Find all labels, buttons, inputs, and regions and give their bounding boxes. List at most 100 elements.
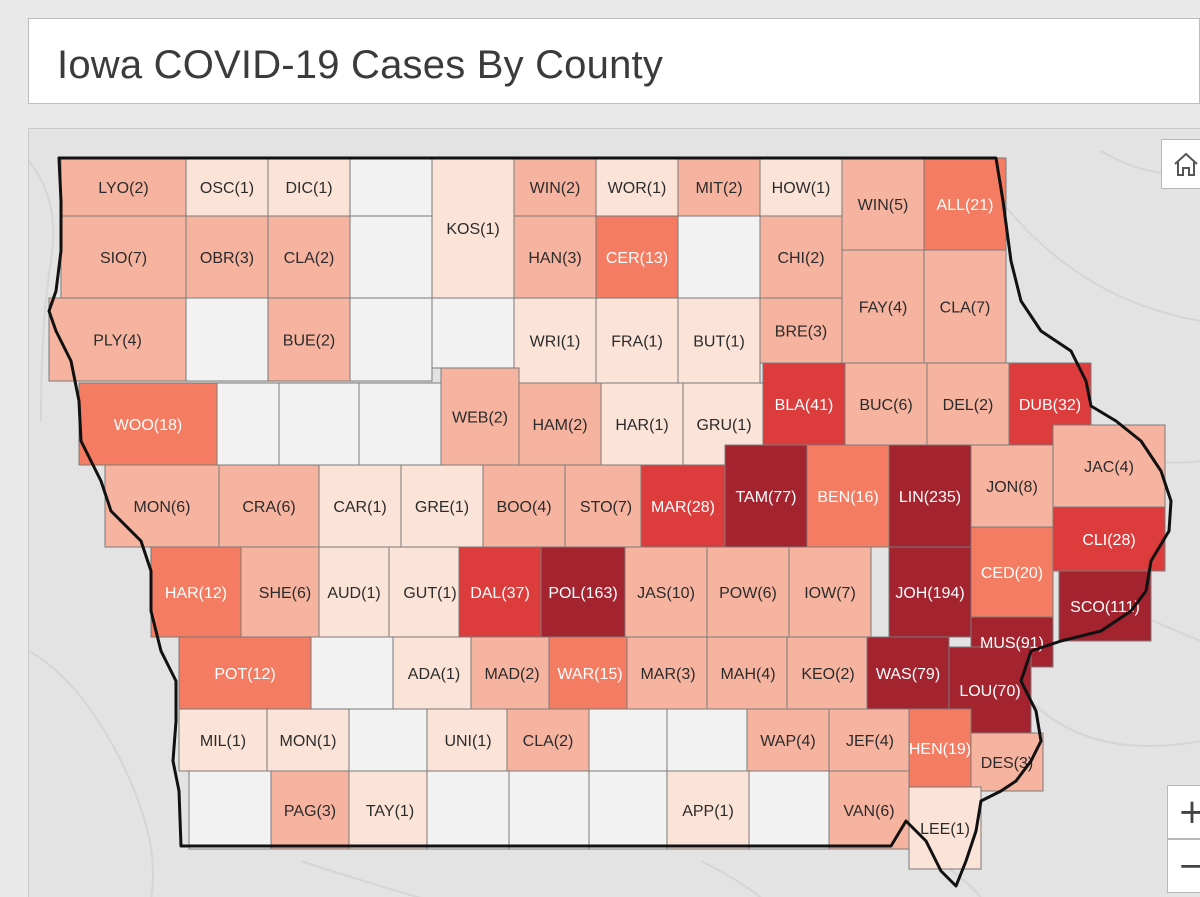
county-shape[interactable] — [908, 708, 972, 788]
county-label: WOR(1) — [608, 180, 667, 197]
county-shape[interactable] — [759, 157, 843, 217]
county-shape[interactable] — [508, 770, 592, 850]
county-label: HAR(1) — [615, 417, 668, 434]
county-shape[interactable] — [1052, 506, 1166, 572]
county-label: JAS(10) — [637, 585, 695, 602]
county-shape[interactable] — [60, 215, 187, 299]
county-shape[interactable] — [348, 708, 432, 772]
county-shape[interactable] — [349, 297, 433, 382]
county-shape[interactable] — [266, 708, 350, 772]
county-shape[interactable] — [970, 444, 1054, 528]
county-shape[interactable] — [185, 157, 269, 217]
county-label: CRA(6) — [242, 499, 295, 516]
county-shape[interactable] — [706, 546, 790, 638]
county-shape[interactable] — [458, 546, 542, 638]
county-shape[interactable] — [188, 770, 272, 850]
county-label: MAR(3) — [640, 666, 695, 683]
county-shape[interactable] — [806, 444, 890, 548]
county-shape[interactable] — [1052, 424, 1166, 508]
county-label: MON(6) — [134, 499, 191, 516]
county-shape[interactable] — [178, 708, 268, 772]
county-shape[interactable] — [267, 215, 351, 299]
county-shape[interactable] — [270, 770, 350, 850]
county-shape[interactable] — [218, 464, 320, 548]
county-label: PAG(3) — [284, 803, 336, 820]
county-label: POW(6) — [719, 585, 777, 602]
county-label: POT(12) — [214, 666, 275, 683]
county-shape[interactable] — [666, 708, 750, 772]
county-shape[interactable] — [518, 382, 602, 466]
county-shape[interactable] — [216, 382, 280, 466]
county-shape[interactable] — [970, 526, 1054, 618]
county-shape[interactable] — [392, 636, 476, 710]
county-shape[interactable] — [470, 636, 554, 710]
county-shape[interactable] — [595, 157, 679, 217]
county-shape[interactable] — [600, 382, 684, 466]
county-label: KEO(2) — [801, 666, 854, 683]
county-shape[interactable] — [513, 157, 597, 217]
county-shape[interactable] — [349, 157, 433, 217]
county-shape[interactable] — [748, 770, 830, 850]
county-shape[interactable] — [762, 362, 846, 446]
county-label: LEE(1) — [920, 821, 970, 838]
county-shape[interactable] — [677, 215, 761, 299]
map-panel[interactable]: LYO(2) OSC(1) DIC(1) KOS(1) WIN(2) WOR(1) MIT(… — [28, 128, 1200, 897]
home-button[interactable] — [1161, 139, 1200, 189]
county-label: HAR(12) — [165, 585, 227, 602]
county-shape[interactable] — [150, 546, 242, 638]
county-shape[interactable] — [400, 464, 484, 548]
county-shape[interactable] — [431, 297, 515, 369]
county-shape[interactable] — [104, 464, 220, 548]
iowa-county-map[interactable]: LYO(2) OSC(1) DIC(1) KOS(1) WIN(2) WOR(1) MIT(… — [29, 129, 1200, 897]
county-layer — [48, 157, 1166, 870]
county-shape[interactable] — [178, 636, 312, 710]
county-shape[interactable] — [786, 636, 870, 710]
road — [29, 160, 55, 422]
county-label: MAH(4) — [720, 666, 775, 683]
county-shape[interactable] — [888, 444, 972, 548]
county-label: LYO(2) — [98, 180, 148, 197]
road — [1030, 700, 1200, 747]
county-shape[interactable] — [349, 215, 433, 299]
county-shape[interactable] — [588, 770, 668, 850]
county-shape[interactable] — [677, 297, 761, 384]
county-shape[interactable] — [841, 157, 925, 251]
county-shape[interactable] — [388, 546, 472, 638]
county-shape[interactable] — [923, 157, 1007, 251]
county-shape[interactable] — [564, 464, 648, 548]
county-shape[interactable] — [706, 636, 790, 710]
county-label: HOW(1) — [772, 180, 831, 197]
county-label: MIT(2) — [695, 180, 742, 197]
road — [29, 650, 154, 897]
county-shape[interactable] — [640, 464, 726, 548]
county-shape[interactable] — [759, 215, 843, 299]
county-shape[interactable] — [348, 770, 432, 850]
county-label: WOO(18) — [114, 417, 182, 434]
county-label: CLI(28) — [1082, 532, 1135, 549]
county-shape[interactable] — [788, 546, 872, 638]
county-shape[interactable] — [278, 382, 360, 466]
zoom-in-button[interactable]: + — [1167, 785, 1200, 839]
county-shape[interactable] — [923, 249, 1007, 364]
county-shape[interactable] — [588, 708, 672, 772]
county-label: DES(3) — [981, 755, 1033, 772]
county-shape[interactable] — [185, 297, 269, 382]
zoom-out-button[interactable]: − — [1167, 839, 1200, 893]
county-shape[interactable] — [358, 382, 442, 466]
county-shape[interactable] — [513, 297, 597, 384]
county-shape[interactable] — [759, 297, 843, 364]
county-shape[interactable] — [844, 362, 928, 446]
county-shape[interactable] — [888, 546, 972, 638]
county-label: GUT(1) — [403, 585, 456, 602]
county-shape[interactable] — [185, 215, 269, 299]
county-label: WAS(79) — [876, 666, 940, 683]
county-label: HEN(19) — [909, 741, 971, 758]
county-shape[interactable] — [677, 157, 761, 217]
county-shape[interactable] — [426, 770, 510, 850]
county-shape[interactable] — [240, 546, 330, 638]
county-shape[interactable] — [841, 249, 925, 364]
county-shape[interactable] — [513, 215, 597, 299]
county-label: BEN(16) — [817, 489, 878, 506]
county-shape[interactable] — [310, 636, 394, 710]
zoom-in-icon: + — [1178, 792, 1200, 832]
